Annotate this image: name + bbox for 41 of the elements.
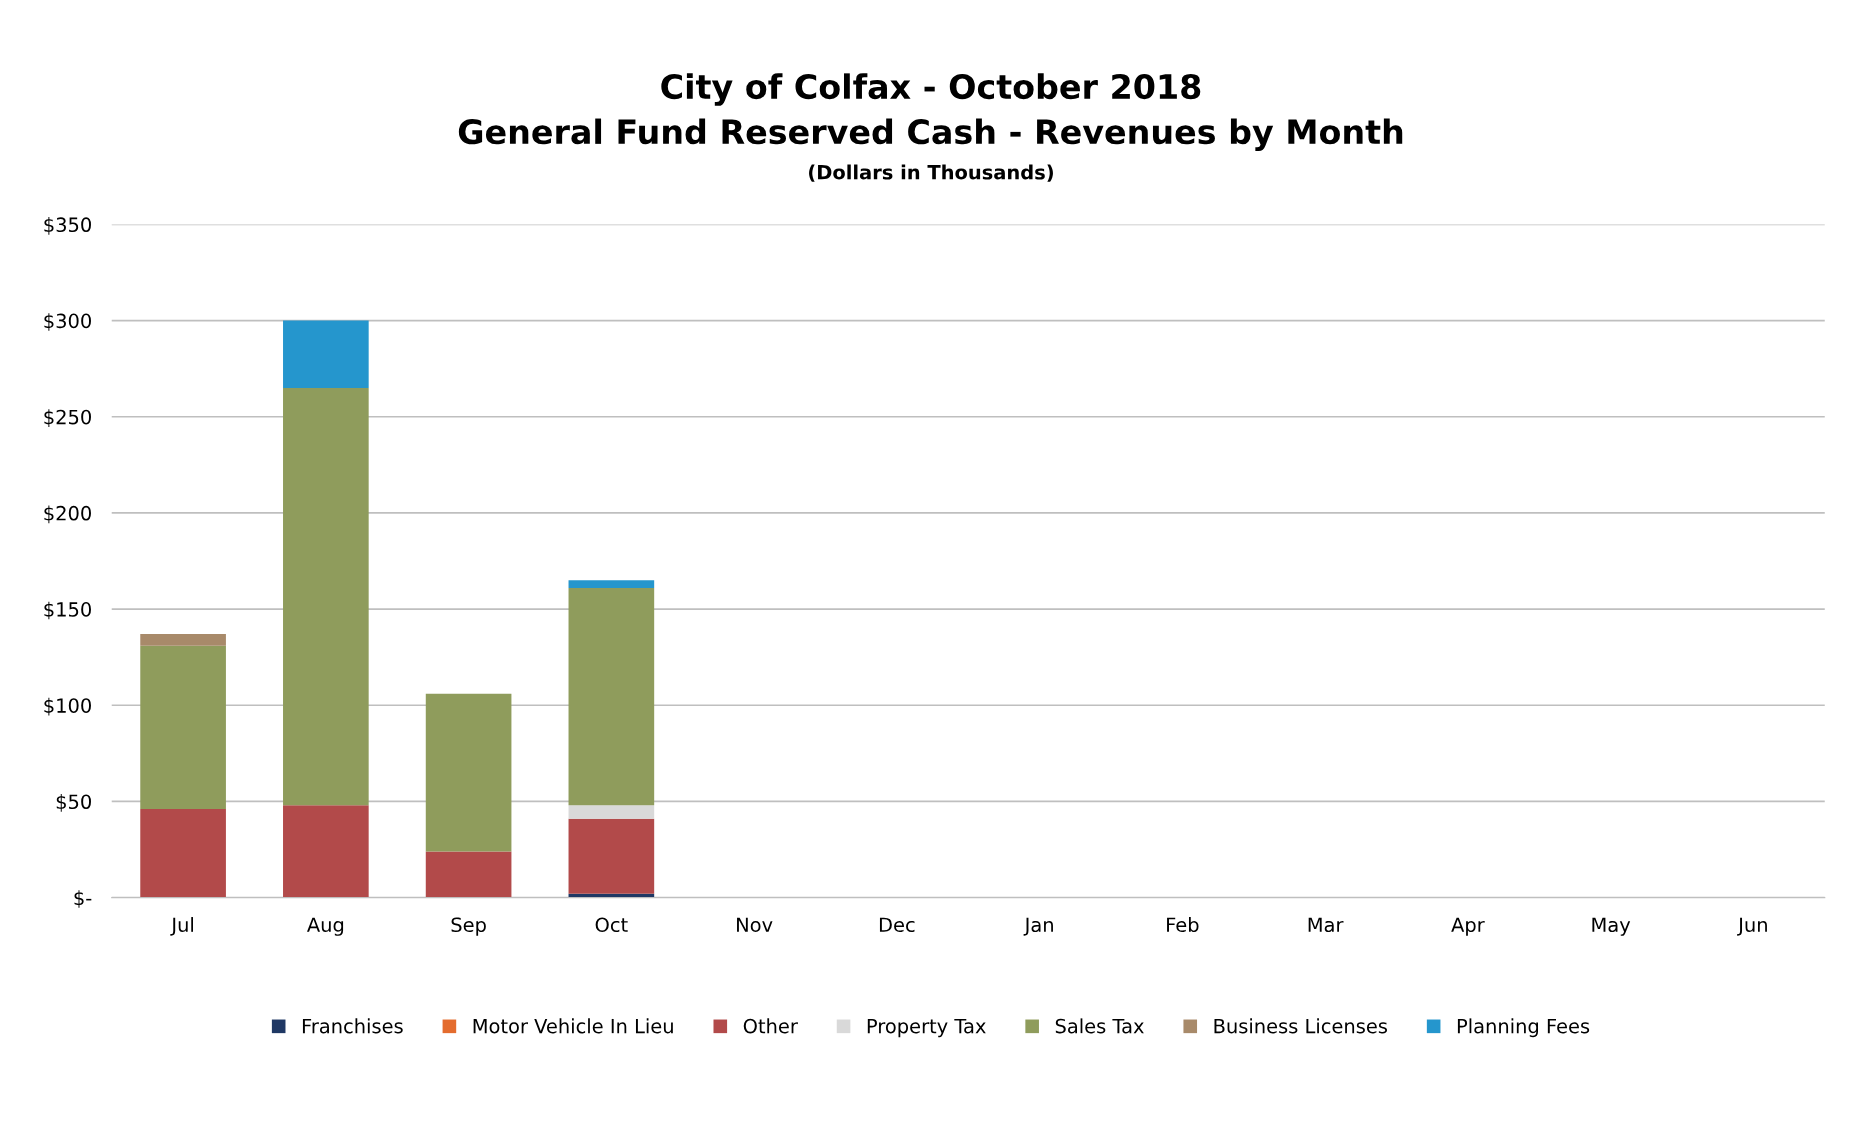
y-tick-label: $- bbox=[74, 890, 92, 908]
bar bbox=[568, 587, 655, 806]
x-tick-label: Aug bbox=[307, 917, 344, 936]
y-tick-label: $200 bbox=[44, 505, 91, 524]
bar bbox=[425, 693, 512, 852]
x-tick-label: Feb bbox=[1167, 917, 1199, 933]
x-tick-label: Apr bbox=[1451, 917, 1485, 936]
y-tick-label: $300 bbox=[44, 313, 91, 331]
bar bbox=[140, 645, 226, 810]
legend-label: Franchises bbox=[302, 1018, 403, 1034]
x-tick-label: May bbox=[1592, 917, 1631, 936]
bar bbox=[425, 851, 512, 898]
bar bbox=[140, 809, 226, 898]
chart-title: City of Colfax - October 2018 General Fund Reserved Cash - Revenues by Month bbox=[458, 73, 1403, 152]
legend-label: Motor Vehicle In Lieu bbox=[473, 1018, 673, 1034]
bar bbox=[283, 805, 369, 898]
bar bbox=[140, 634, 226, 646]
x-tick-label: Sep bbox=[451, 917, 486, 936]
x-tick-label: Jun bbox=[1737, 917, 1767, 936]
legend-label: Sales Tax bbox=[1055, 1018, 1144, 1034]
y-tick-label: $350 bbox=[44, 217, 91, 235]
legend-label: Property Tax bbox=[867, 1018, 986, 1038]
x-tick-label: Jul bbox=[170, 917, 193, 936]
x-tick-label: Nov bbox=[737, 917, 773, 933]
legend-label: Business Licenses bbox=[1214, 1018, 1388, 1034]
bar bbox=[283, 320, 369, 388]
bar bbox=[283, 387, 369, 806]
bar bbox=[568, 818, 655, 894]
y-tick-label: $150 bbox=[44, 601, 91, 620]
x-tick-label: Jan bbox=[1023, 917, 1053, 936]
x-tick-label: Oct bbox=[595, 917, 628, 933]
bar bbox=[568, 805, 655, 819]
bar bbox=[568, 580, 655, 588]
y-tick-label: $50 bbox=[56, 794, 91, 812]
x-tick-label: Mar bbox=[1308, 917, 1344, 933]
y-tick-label: $100 bbox=[44, 697, 91, 716]
legend-label: Planning Fees bbox=[1457, 1018, 1590, 1038]
chart-subtitle: (Dollars in Thousands) bbox=[809, 164, 1053, 182]
legend-label: Other bbox=[743, 1018, 798, 1034]
y-tick-label: $250 bbox=[44, 409, 91, 427]
x-tick-label: Dec bbox=[879, 917, 915, 933]
